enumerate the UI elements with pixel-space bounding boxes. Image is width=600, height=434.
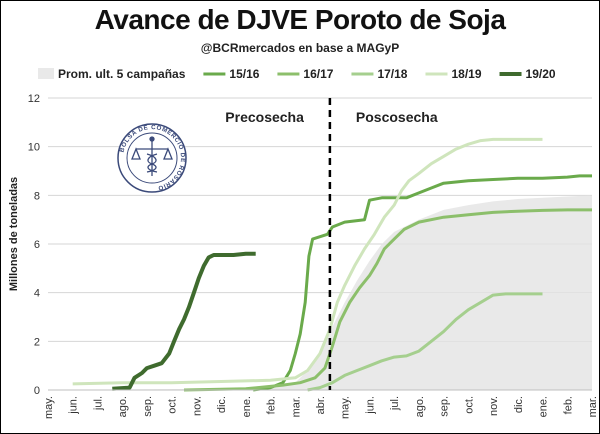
- x-tick-label: jul.: [389, 396, 401, 411]
- legend-swatch-prom: [38, 68, 54, 79]
- series-line-17-18: [307, 292, 543, 392]
- caduceus-scales-icon: [131, 136, 173, 176]
- x-tick-label: dic.: [216, 396, 228, 413]
- y-tick-label: 6: [34, 239, 40, 251]
- x-tick-label: oct.: [463, 396, 475, 414]
- x-tick-label: feb.: [562, 396, 574, 414]
- x-tick-label: ene.: [241, 396, 253, 417]
- series-line-18-19: [72, 137, 543, 386]
- phase-label-poscosecha: Poscosecha: [356, 109, 438, 125]
- y-axis-label: Millones de toneladas: [8, 177, 20, 291]
- x-tick-label: abr.: [315, 396, 327, 414]
- legend-label: 15/16: [229, 67, 259, 81]
- x-tick-label: mar.: [290, 396, 302, 417]
- series-line-16-17: [183, 208, 592, 392]
- y-tick-label: 12: [28, 93, 40, 105]
- x-tick-label: ene.: [538, 396, 550, 417]
- x-tick-label: may.: [340, 396, 352, 419]
- x-tick-label: sep.: [142, 396, 154, 417]
- x-tick-label: may.: [43, 396, 55, 419]
- x-tick-label: ago.: [414, 396, 426, 417]
- legend-label: Prom. ult. 5 campañas: [58, 67, 186, 81]
- legend-label: 17/18: [377, 67, 407, 81]
- x-tick-label: mar.: [587, 396, 599, 417]
- x-tick-label: feb.: [266, 396, 278, 414]
- y-tick-label: 8: [34, 190, 40, 202]
- y-tick-label: 2: [34, 336, 40, 348]
- y-tick-label: 0: [34, 385, 40, 397]
- x-tick-label: sep.: [439, 396, 451, 417]
- logo-seal-inner: [126, 132, 178, 184]
- x-tick-label: oct.: [167, 396, 179, 414]
- x-tick-label: ago.: [117, 396, 129, 417]
- chart-subtitle: @BCRmercados en base a MAGyP: [200, 41, 400, 55]
- x-tick-label: dic.: [513, 396, 525, 413]
- legend-label: 19/20: [526, 67, 556, 81]
- phase-label-precosecha: Precosecha: [225, 109, 304, 125]
- y-tick-label: 10: [28, 142, 40, 154]
- legend-label: 16/17: [303, 67, 333, 81]
- series-line-19-20: [112, 251, 256, 391]
- x-tick-label: jul.: [92, 396, 104, 411]
- legend-label: 18/19: [451, 67, 481, 81]
- x-tick-label: jun.: [68, 396, 80, 415]
- x-tick-label: nov.: [191, 396, 203, 416]
- series-line-15-16: [252, 174, 592, 392]
- chart-title: Avance de DJVE Poroto de Soja: [94, 4, 506, 35]
- y-tick-label: 4: [34, 288, 40, 300]
- x-tick-label: nov.: [488, 396, 500, 416]
- x-tick-label: jun.: [364, 396, 376, 415]
